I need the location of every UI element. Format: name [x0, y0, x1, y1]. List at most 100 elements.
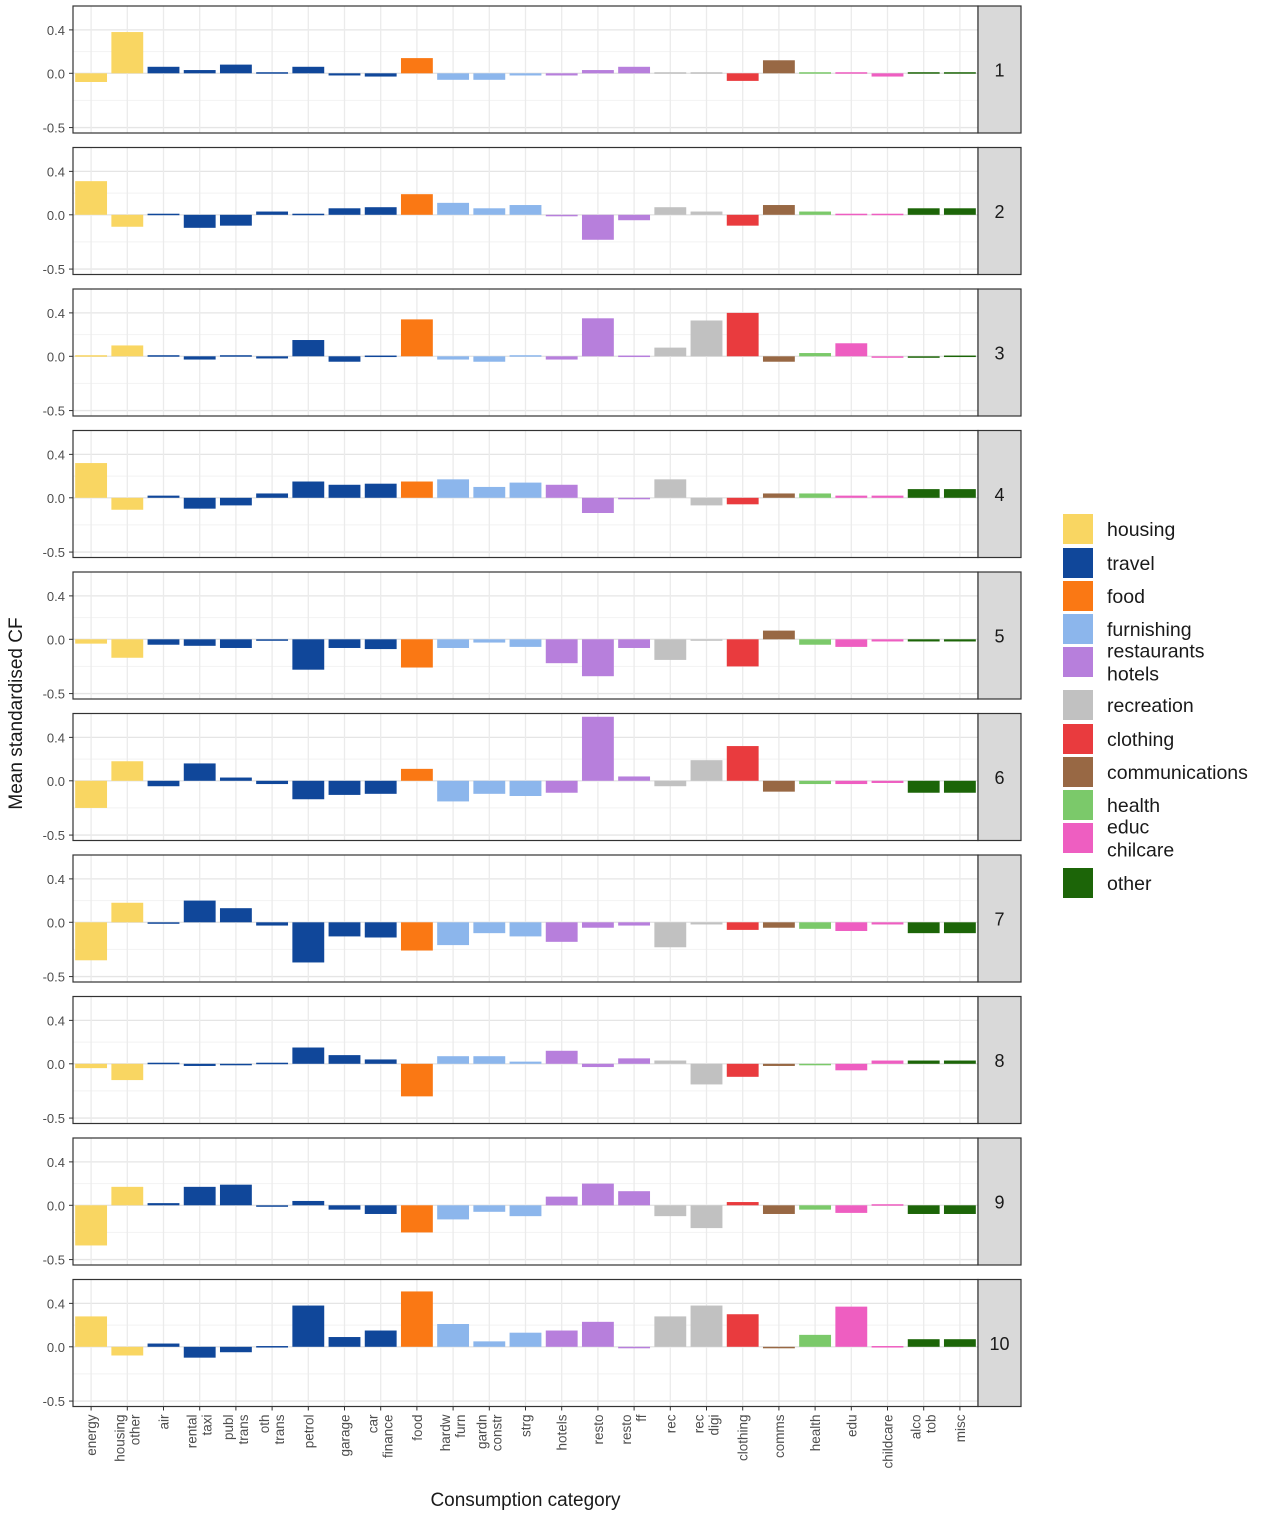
- bar: [943, 1339, 976, 1347]
- legend-key: [1063, 757, 1093, 787]
- bar: [437, 922, 470, 946]
- bar: [147, 495, 180, 498]
- bar: [545, 1050, 578, 1064]
- bar: [111, 345, 144, 357]
- facet-strip: [977, 571, 1022, 700]
- bar: [907, 639, 940, 642]
- bar: [364, 922, 397, 938]
- legend-label: recreation: [1107, 695, 1194, 717]
- bar: [835, 495, 868, 498]
- bar: [219, 497, 252, 506]
- legend-label: other: [1107, 873, 1152, 895]
- bar: [690, 72, 723, 74]
- bar: [581, 214, 614, 240]
- bar: [726, 497, 759, 505]
- bar: [726, 639, 759, 667]
- x-tick-label: energy: [84, 1414, 99, 1456]
- bar: [75, 780, 108, 808]
- bar: [618, 1346, 651, 1349]
- bar: [256, 1205, 289, 1207]
- y-tick-label: 0.0: [47, 1198, 65, 1213]
- bar: [364, 1330, 397, 1347]
- bar: [147, 1203, 180, 1206]
- y-tick-label: 0.4: [47, 1296, 65, 1311]
- bar: [400, 319, 433, 357]
- legend-label: communications: [1107, 762, 1248, 784]
- bar: [943, 72, 976, 74]
- bar: [292, 922, 325, 963]
- bar: [111, 1346, 144, 1356]
- bar: [183, 214, 216, 228]
- bar: [654, 1205, 687, 1217]
- bar: [328, 922, 361, 937]
- bar: [328, 639, 361, 648]
- bar: [364, 207, 397, 215]
- bar: [147, 1062, 180, 1065]
- bar: [545, 922, 578, 942]
- y-tick-label: 0.4: [47, 1155, 65, 1170]
- y-tick-label: 0.4: [47, 589, 65, 604]
- bar: [509, 355, 542, 357]
- bar: [509, 780, 542, 796]
- x-tick-label: strg: [519, 1415, 534, 1438]
- bar: [219, 639, 252, 648]
- bar: [256, 922, 289, 926]
- bar: [690, 1205, 723, 1229]
- bar: [654, 1316, 687, 1347]
- bar: [654, 207, 687, 215]
- bar: [292, 66, 325, 74]
- bar: [835, 1306, 868, 1347]
- bar: [799, 493, 832, 498]
- bar: [292, 780, 325, 800]
- bar: [835, 922, 868, 931]
- bar: [943, 1060, 976, 1064]
- bar: [907, 208, 940, 215]
- bar: [147, 922, 180, 924]
- bar: [256, 493, 289, 498]
- bar: [943, 639, 976, 642]
- bar: [509, 639, 542, 647]
- bar: [654, 72, 687, 74]
- bar: [690, 211, 723, 215]
- bar: [943, 355, 976, 358]
- bar: [256, 639, 289, 641]
- bar: [219, 777, 252, 781]
- bar: [292, 213, 325, 216]
- bar: [183, 1186, 216, 1206]
- legend-key: [1063, 614, 1093, 644]
- facet-strip: [977, 995, 1022, 1125]
- bar: [328, 356, 361, 362]
- bar: [581, 1063, 614, 1068]
- bar: [147, 780, 180, 787]
- y-tick-label: 0.4: [47, 730, 65, 745]
- bar: [581, 318, 614, 357]
- bar: [111, 639, 144, 658]
- y-axis-title: Mean standardised CF: [6, 617, 27, 809]
- y-tick-label: 0.4: [47, 306, 65, 321]
- bar: [618, 497, 651, 500]
- bar: [219, 1184, 252, 1206]
- bar: [364, 639, 397, 650]
- y-tick-label: -0.5: [43, 1253, 65, 1268]
- legend-key: [1063, 724, 1093, 754]
- bar: [400, 639, 433, 668]
- bar: [762, 205, 795, 215]
- bar: [328, 1055, 361, 1064]
- bar: [799, 1063, 832, 1066]
- legend-label: educ chilcare: [1107, 817, 1174, 862]
- bar: [473, 1341, 506, 1347]
- bar: [835, 72, 868, 74]
- bar: [799, 922, 832, 929]
- bar: [473, 356, 506, 362]
- legend-key: [1063, 868, 1093, 898]
- bar: [907, 356, 940, 358]
- bar: [219, 1063, 252, 1066]
- bar: [835, 639, 868, 647]
- bar: [726, 312, 759, 357]
- y-tick-label: 0.4: [47, 1013, 65, 1028]
- bar: [509, 73, 542, 76]
- bar: [762, 1063, 795, 1066]
- bar: [219, 908, 252, 923]
- x-tick-label: restoff: [619, 1414, 649, 1444]
